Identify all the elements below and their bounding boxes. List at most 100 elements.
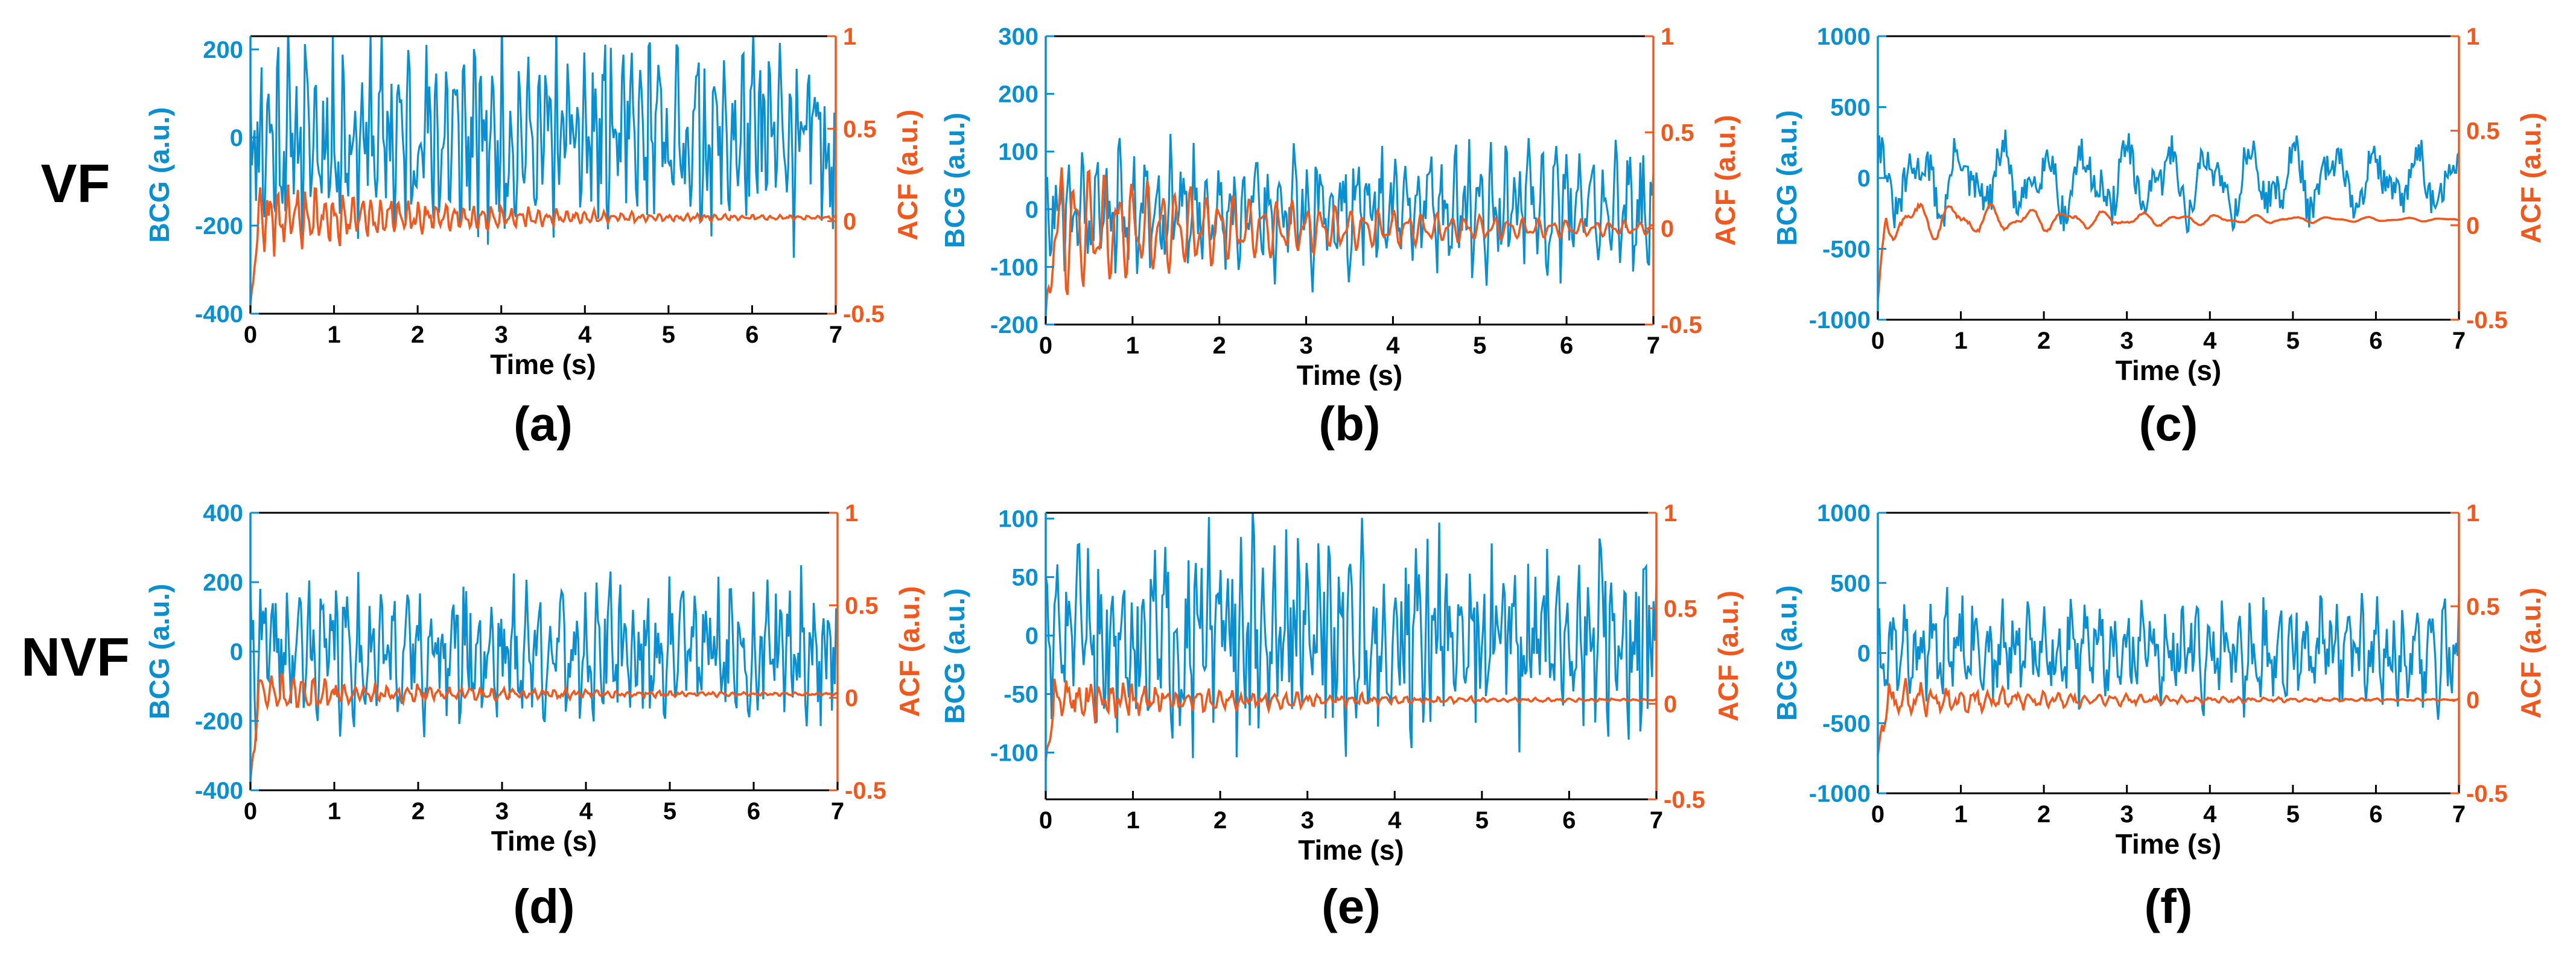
x-tick-label-b: 5 <box>1473 332 1486 359</box>
y-tick-label-right-b: 0.5 <box>1661 119 1694 146</box>
x-tick-label-c: 4 <box>2203 328 2217 354</box>
x-tick-label-a: 2 <box>411 322 424 348</box>
y-tick-label-right-e: 1 <box>1664 500 1677 527</box>
series-line-acf-e <box>1046 679 1656 761</box>
x-tick-label-e: 3 <box>1301 807 1314 834</box>
y-axis-label-left-f: BCG (a.u.) <box>1771 585 1802 721</box>
x-tick-label-f: 5 <box>2286 801 2300 828</box>
chart-panel-b: 0 1 2 3 4 5 6 7 -200 -100 0 100 200 300 -0.5 0 0.5 1 Time … <box>939 24 1741 451</box>
y-tick-label-left-c: 500 <box>1830 95 1871 121</box>
y-tick-label-left-c: 1000 <box>1817 24 1871 50</box>
y-tick-label-right-c: -0.5 <box>2466 307 2508 334</box>
x-tick-label-e: 6 <box>1562 807 1576 834</box>
x-tick-label-a: 4 <box>578 322 592 348</box>
y-tick-label-left-a: -400 <box>195 301 243 328</box>
row-label-vf: VF <box>40 154 110 214</box>
y-tick-label-right-f: 1 <box>2466 500 2479 527</box>
y-tick-label-left-b: -200 <box>990 312 1038 338</box>
y-axis-label-right-d: ACF (a.u.) <box>894 586 925 717</box>
chart-panel-a: 0 1 2 3 4 5 6 7 -400 -200 0 200 -0.5 0 0.5 1 Time (s) BCG… <box>144 24 923 451</box>
y-tick-label-left-c: 0 <box>1857 165 1871 192</box>
x-tick-label-b: 1 <box>1126 332 1139 359</box>
y-axis-label-right-b: ACF (a.u.) <box>1709 115 1741 246</box>
y-tick-label-right-c: 0.5 <box>2466 118 2500 145</box>
y-tick-label-right-d: 1 <box>845 500 858 527</box>
x-tick-label-f: 6 <box>2369 801 2382 828</box>
y-tick-label-right-e: 0.5 <box>1664 595 1697 622</box>
x-tick-label-c: 6 <box>2369 328 2382 354</box>
panel-caption-f: (f) <box>2145 880 2193 933</box>
panel-caption-b: (b) <box>1318 397 1380 451</box>
x-tick-label-c: 0 <box>1871 328 1884 354</box>
y-tick-label-right-b: 0 <box>1661 216 1674 243</box>
series-line-acf-a <box>250 184 836 305</box>
y-tick-label-left-b: 200 <box>998 81 1038 108</box>
series-line-bcg-c <box>1878 129 2459 234</box>
chart-panel-f: 0 1 2 3 4 5 6 7 -1000 -500 0 500 1000 -0.5 0 0.5 1 Time (… <box>1771 500 2546 933</box>
y-tick-label-left-f: 0 <box>1857 641 1871 667</box>
x-tick-label-c: 1 <box>1954 328 1967 354</box>
series-line-acf-b <box>1046 167 1653 316</box>
y-axis-label-right-e: ACF (a.u.) <box>1713 591 1744 722</box>
y-tick-label-right-b: 1 <box>1661 24 1674 50</box>
y-axis-label-right-c: ACF (a.u.) <box>2515 112 2546 243</box>
x-tick-label-b: 7 <box>1647 332 1660 359</box>
x-tick-label-a: 3 <box>495 322 508 348</box>
chart-panel-c: 0 1 2 3 4 5 6 7 -1000 -500 0 500 1000 -0.5 0 0.5 1 Time (… <box>1771 24 2546 451</box>
y-tick-label-right-f: 0 <box>2466 687 2479 714</box>
x-tick-label-f: 3 <box>2120 801 2134 828</box>
x-axis-label-a: Time (s) <box>490 349 596 380</box>
panel-caption-a: (a) <box>514 397 573 451</box>
x-tick-label-d: 6 <box>747 798 760 825</box>
y-tick-label-left-b: 0 <box>1025 197 1038 223</box>
series-line-acf-c <box>1878 201 2459 301</box>
y-axis-label-left-a: BCG (a.u.) <box>144 107 175 243</box>
y-tick-label-left-a: -200 <box>195 213 243 239</box>
y-tick-label-left-c: -1000 <box>1809 307 1871 334</box>
y-tick-label-left-a: 0 <box>230 125 243 151</box>
x-tick-label-f: 0 <box>1871 801 1884 828</box>
y-axis-label-right-f: ACF (a.u.) <box>2515 588 2546 718</box>
y-tick-label-left-d: -400 <box>195 778 243 804</box>
x-tick-label-e: 7 <box>1650 807 1663 834</box>
x-axis-label-e: Time (s) <box>1298 834 1404 866</box>
x-tick-label-e: 4 <box>1388 807 1402 834</box>
y-tick-label-right-c: 0 <box>2466 212 2479 239</box>
panel-caption-d: (d) <box>513 880 574 933</box>
y-tick-label-left-a: 200 <box>203 37 243 63</box>
x-tick-label-a: 7 <box>829 322 842 348</box>
x-tick-label-a: 6 <box>745 322 758 348</box>
x-tick-label-e: 2 <box>1213 807 1227 834</box>
series-line-bcg-d <box>250 565 838 741</box>
y-tick-label-right-a: -0.5 <box>843 301 885 328</box>
y-axis-label-left-d: BCG (a.u.) <box>144 584 175 720</box>
series-line-acf-d <box>250 673 838 781</box>
x-tick-label-a: 5 <box>662 322 675 348</box>
chart-panel-e: 0 1 2 3 4 5 6 7 -100 -50 0 50 100 -0.5 0 0.5 1 Time (s) BC… <box>939 500 1744 933</box>
y-tick-label-left-e: -50 <box>1003 682 1038 708</box>
y-tick-label-right-d: -0.5 <box>845 778 886 804</box>
y-tick-label-left-f: 1000 <box>1817 500 1871 527</box>
y-tick-label-left-d: -200 <box>195 708 243 735</box>
y-tick-label-right-d: 0.5 <box>845 592 879 619</box>
y-tick-label-left-b: 100 <box>998 139 1038 165</box>
y-tick-label-left-d: 0 <box>230 639 243 665</box>
y-tick-label-right-e: 0 <box>1664 691 1677 718</box>
y-tick-label-left-e: 100 <box>998 506 1038 533</box>
y-tick-label-left-b: 300 <box>998 24 1038 50</box>
x-tick-label-c: 2 <box>2037 328 2050 354</box>
y-tick-label-left-e: 0 <box>1025 623 1038 650</box>
y-tick-label-left-e: -100 <box>990 740 1038 766</box>
y-tick-label-left-d: 400 <box>203 500 243 527</box>
x-tick-label-d: 4 <box>579 798 593 825</box>
series-line-acf-f <box>1878 678 2459 756</box>
y-tick-label-left-b: -100 <box>990 254 1038 281</box>
row-label-nvf: NVF <box>21 627 130 688</box>
series-line-bcg-b <box>1046 133 1653 293</box>
chart-panel-d: 0 1 2 3 4 5 6 7 -400 -200 0 200 400 -0.5 0 0.5 1 Time (s)… <box>144 500 925 933</box>
x-tick-label-f: 1 <box>1954 801 1967 828</box>
x-tick-label-c: 5 <box>2286 328 2300 354</box>
y-tick-label-right-d: 0 <box>845 685 858 712</box>
series-line-bcg-a <box>250 36 836 258</box>
